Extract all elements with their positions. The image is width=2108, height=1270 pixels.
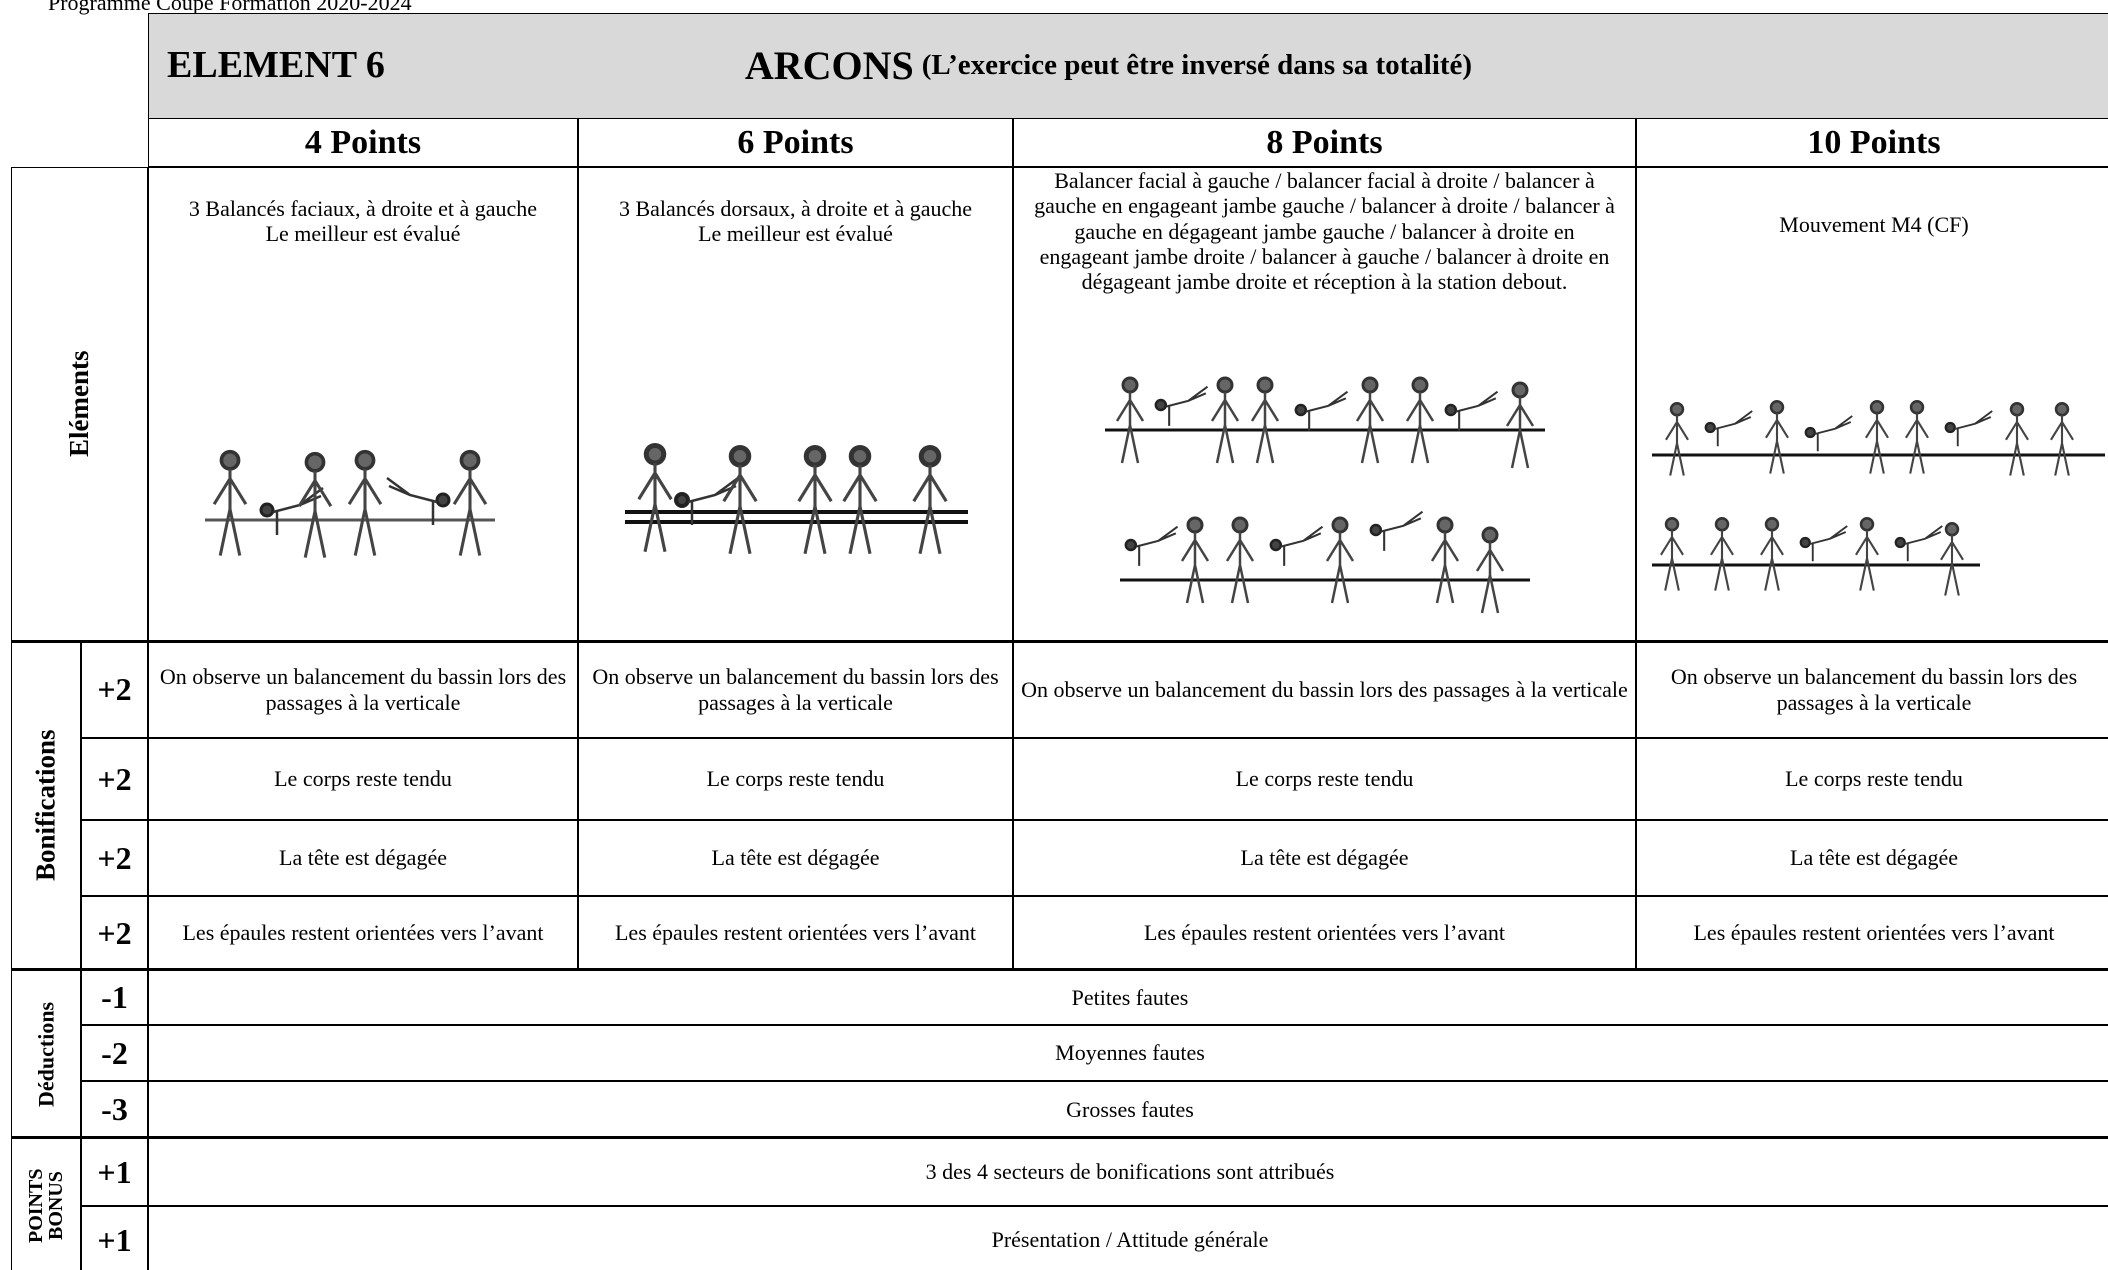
programme: Programme Coupe Formation 2020-2024 [48, 0, 412, 15]
element-description: 3 Balancés faciaux, à droite et à gauche… [148, 167, 578, 641]
section-divider [11, 640, 2108, 643]
deduction-text: Moyennes fautes [148, 1025, 2108, 1081]
deduction-points: -2 [81, 1025, 148, 1081]
deduction-text: Grosses fautes [148, 1081, 2108, 1138]
bonification-criterion: Le corps reste tendu [578, 738, 1013, 820]
bonus-text: 3 des 4 secteurs de bonifications sont a… [148, 1138, 2108, 1206]
bonification-criterion: Le corps reste tendu [1013, 738, 1636, 820]
deductions-label: Déductions [11, 970, 81, 1138]
bonus-points: +2 [81, 820, 148, 896]
bonus-points: +2 [81, 641, 148, 738]
column-header: 8 Points [1013, 118, 1636, 167]
bonus-points: +2 [81, 896, 148, 970]
element-description: Balancer facial à gauche / balancer faci… [1013, 167, 1636, 641]
apparatus: ARCONS [744, 43, 914, 88]
title-row: ELEMENT 6 ARCONS (L’exercice peut être i… [148, 13, 2108, 119]
bonus-row-points: +1 [81, 1206, 148, 1270]
bonification-criterion: La tête est dégagée [148, 820, 578, 896]
bonification-criterion: Le corps reste tendu [148, 738, 578, 820]
bonification-criterion: Les épaules restent orientées vers l’ava… [1636, 896, 2108, 970]
bonification-criterion: Les épaules restent orientées vers l’ava… [148, 896, 578, 970]
bonification-criterion: Le corps reste tendu [1636, 738, 2108, 820]
deduction-points: -1 [81, 970, 148, 1025]
section-divider [11, 1136, 2108, 1139]
elements-label: Eléments [63, 350, 94, 458]
deduction-points: -3 [81, 1081, 148, 1138]
column-header: 10 Points [1636, 118, 2108, 167]
bonification-criterion: La tête est dégagée [1636, 820, 2108, 896]
bonifications-label: Bonifications [11, 641, 81, 970]
bonification-criterion: Les épaules restent orientées vers l’ava… [1013, 896, 1636, 970]
section-divider [11, 968, 2108, 971]
bonification-criterion: On observe un balancement du bassin lors… [1013, 641, 1636, 738]
column-header: 6 Points [578, 118, 1013, 167]
bonification-criterion: On observe un balancement du bassin lors… [148, 641, 578, 738]
bonification-criterion: La tête est dégagée [578, 820, 1013, 896]
bonification-criterion: La tête est dégagée [1013, 820, 1636, 896]
bonus-points: +2 [81, 738, 148, 820]
element-description: Mouvement M4 (CF) [1636, 167, 2108, 641]
bonification-criterion: On observe un balancement du bassin lors… [578, 641, 1013, 738]
column-header: 4 Points [148, 118, 578, 167]
apparatus-note: (L’exercice peut être inversé dans sa to… [921, 49, 1473, 82]
element-description: 3 Balancés dorsaux, à droite et à gauche… [578, 167, 1013, 641]
bonus-row-points: +1 [81, 1138, 148, 1206]
bonus-label: POINTS BONUS [11, 1138, 81, 1270]
bonus-text: Présentation / Attitude générale [148, 1206, 2108, 1270]
element-title: ELEMENT 6 [167, 44, 385, 87]
bonification-criterion: Les épaules restent orientées vers l’ava… [578, 896, 1013, 970]
deduction-text: Petites fautes [148, 970, 2108, 1025]
bonification-criterion: On observe un balancement du bassin lors… [1636, 641, 2108, 738]
